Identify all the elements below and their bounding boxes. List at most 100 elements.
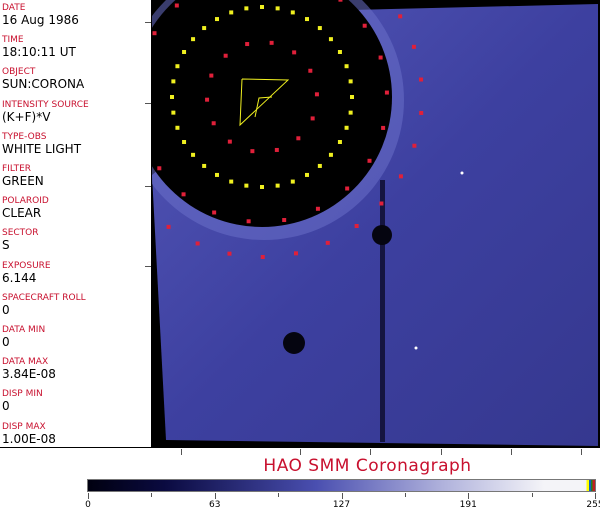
yellow-marker — [171, 110, 176, 115]
bright-point — [460, 171, 464, 175]
coronagraph-svg — [100, 0, 598, 446]
axis-tick — [145, 103, 151, 104]
field-label: INTENSITY SOURCE — [2, 99, 89, 110]
red-marker — [315, 206, 320, 211]
colorbar-tick — [404, 493, 406, 497]
red-marker — [174, 3, 179, 8]
yellow-marker — [328, 37, 333, 42]
field-label: TYPE-OBS — [2, 131, 47, 142]
red-marker — [205, 97, 210, 102]
yellow-marker — [170, 95, 174, 99]
field-value: (K+F)*V — [2, 109, 51, 124]
yellow-marker — [348, 110, 353, 115]
red-marker — [250, 149, 255, 154]
colorbar-tick — [595, 493, 596, 499]
axis-tick — [511, 449, 512, 455]
red-marker — [378, 55, 383, 60]
red-marker — [367, 158, 372, 163]
occulter-pylon — [380, 180, 385, 442]
occulter-disk — [132, 0, 392, 227]
red-marker — [411, 44, 416, 49]
field-disp-min: DISP MIN 0 — [2, 389, 43, 413]
yellow-marker — [337, 50, 342, 54]
yellow-marker — [260, 5, 264, 9]
field-type-obs: TYPE-OBS WHITE LIGHT — [2, 132, 81, 156]
axis-tick — [145, 186, 151, 187]
metadata-panel: DATE 16 Aug 1986 TIME 18:10:11 UT OBJECT SUN:… — [0, 0, 152, 448]
field-label: EXPOSURE — [2, 260, 51, 271]
bright-point — [414, 346, 418, 350]
red-marker — [398, 14, 403, 19]
field-label: DISP MAX — [2, 421, 46, 432]
yellow-marker — [275, 6, 280, 11]
yellow-marker — [350, 95, 354, 99]
yellow-marker — [171, 79, 176, 84]
field-value: 0 — [2, 335, 10, 349]
colorbar-tick — [531, 493, 533, 497]
red-marker — [294, 251, 299, 256]
red-marker — [419, 77, 424, 82]
field-time: TIME 18:10:11 UT — [2, 35, 76, 59]
colorbar-tick-label: 63 — [209, 500, 221, 510]
red-marker — [354, 223, 359, 228]
red-marker — [314, 92, 319, 97]
axis-tick — [370, 449, 371, 455]
yellow-marker — [215, 172, 219, 177]
dark-spot — [372, 225, 392, 245]
colorbar-tick — [88, 493, 89, 499]
red-marker — [362, 23, 367, 28]
field-value: WHITE LIGHT — [2, 141, 82, 156]
yellow-marker — [317, 163, 322, 168]
yellow-marker — [328, 152, 333, 157]
colorbar-tick — [468, 493, 470, 499]
red-marker — [227, 139, 232, 144]
red-marker — [412, 143, 417, 148]
field-filter: FILTER GREEN — [2, 164, 44, 188]
yellow-marker — [317, 26, 322, 31]
red-marker — [338, 0, 343, 2]
field-label: FILTER — [2, 164, 32, 174]
field-value: S — [2, 238, 10, 253]
colorbar-tick — [341, 493, 343, 499]
red-marker — [245, 42, 250, 47]
yellow-marker — [290, 179, 295, 184]
red-marker — [282, 218, 287, 223]
red-marker — [292, 50, 297, 55]
yellow-marker — [229, 10, 234, 15]
colorbar-tick-label: 0 — [85, 500, 91, 510]
field-data-max: DATA MAX 3.84E-08 — [2, 357, 56, 381]
red-marker — [260, 254, 265, 259]
red-marker — [269, 40, 274, 45]
red-marker — [246, 219, 251, 224]
red-marker — [274, 147, 279, 152]
colorbar-tick — [278, 493, 280, 497]
yellow-marker — [202, 26, 207, 31]
field-value: 3.84E-08 — [2, 367, 56, 382]
field-value: SUN:CORONA — [2, 77, 85, 92]
yellow-marker — [305, 17, 309, 22]
yellow-marker — [202, 163, 207, 168]
yellow-marker — [260, 185, 264, 189]
red-marker — [296, 136, 301, 141]
coronagraph-image[interactable] — [100, 0, 600, 448]
yellow-marker — [344, 125, 349, 130]
colorbar-tick — [151, 493, 153, 497]
yellow-marker — [244, 6, 249, 11]
red-marker — [379, 201, 384, 206]
colorbar-tick-label: 255 — [586, 500, 600, 510]
field-disp-max: DISP MAX 1.00E-08 — [2, 422, 56, 446]
red-marker — [166, 224, 171, 229]
red-marker — [157, 166, 162, 171]
field-exposure: EXPOSURE 6.144 — [2, 261, 51, 285]
red-marker — [223, 53, 228, 58]
colorbar-tick — [214, 493, 216, 499]
red-marker — [195, 241, 200, 246]
yellow-marker — [175, 64, 180, 69]
field-label: OBJECT — [2, 67, 36, 78]
yellow-marker — [175, 125, 180, 130]
yellow-marker — [215, 17, 219, 22]
field-value: CLEAR — [2, 206, 42, 221]
field-intensity-source: INTENSITY SOURCE (K+F)*V — [2, 100, 89, 124]
field-value: 18:10:11 UT — [2, 45, 76, 60]
yellow-marker — [182, 50, 187, 54]
